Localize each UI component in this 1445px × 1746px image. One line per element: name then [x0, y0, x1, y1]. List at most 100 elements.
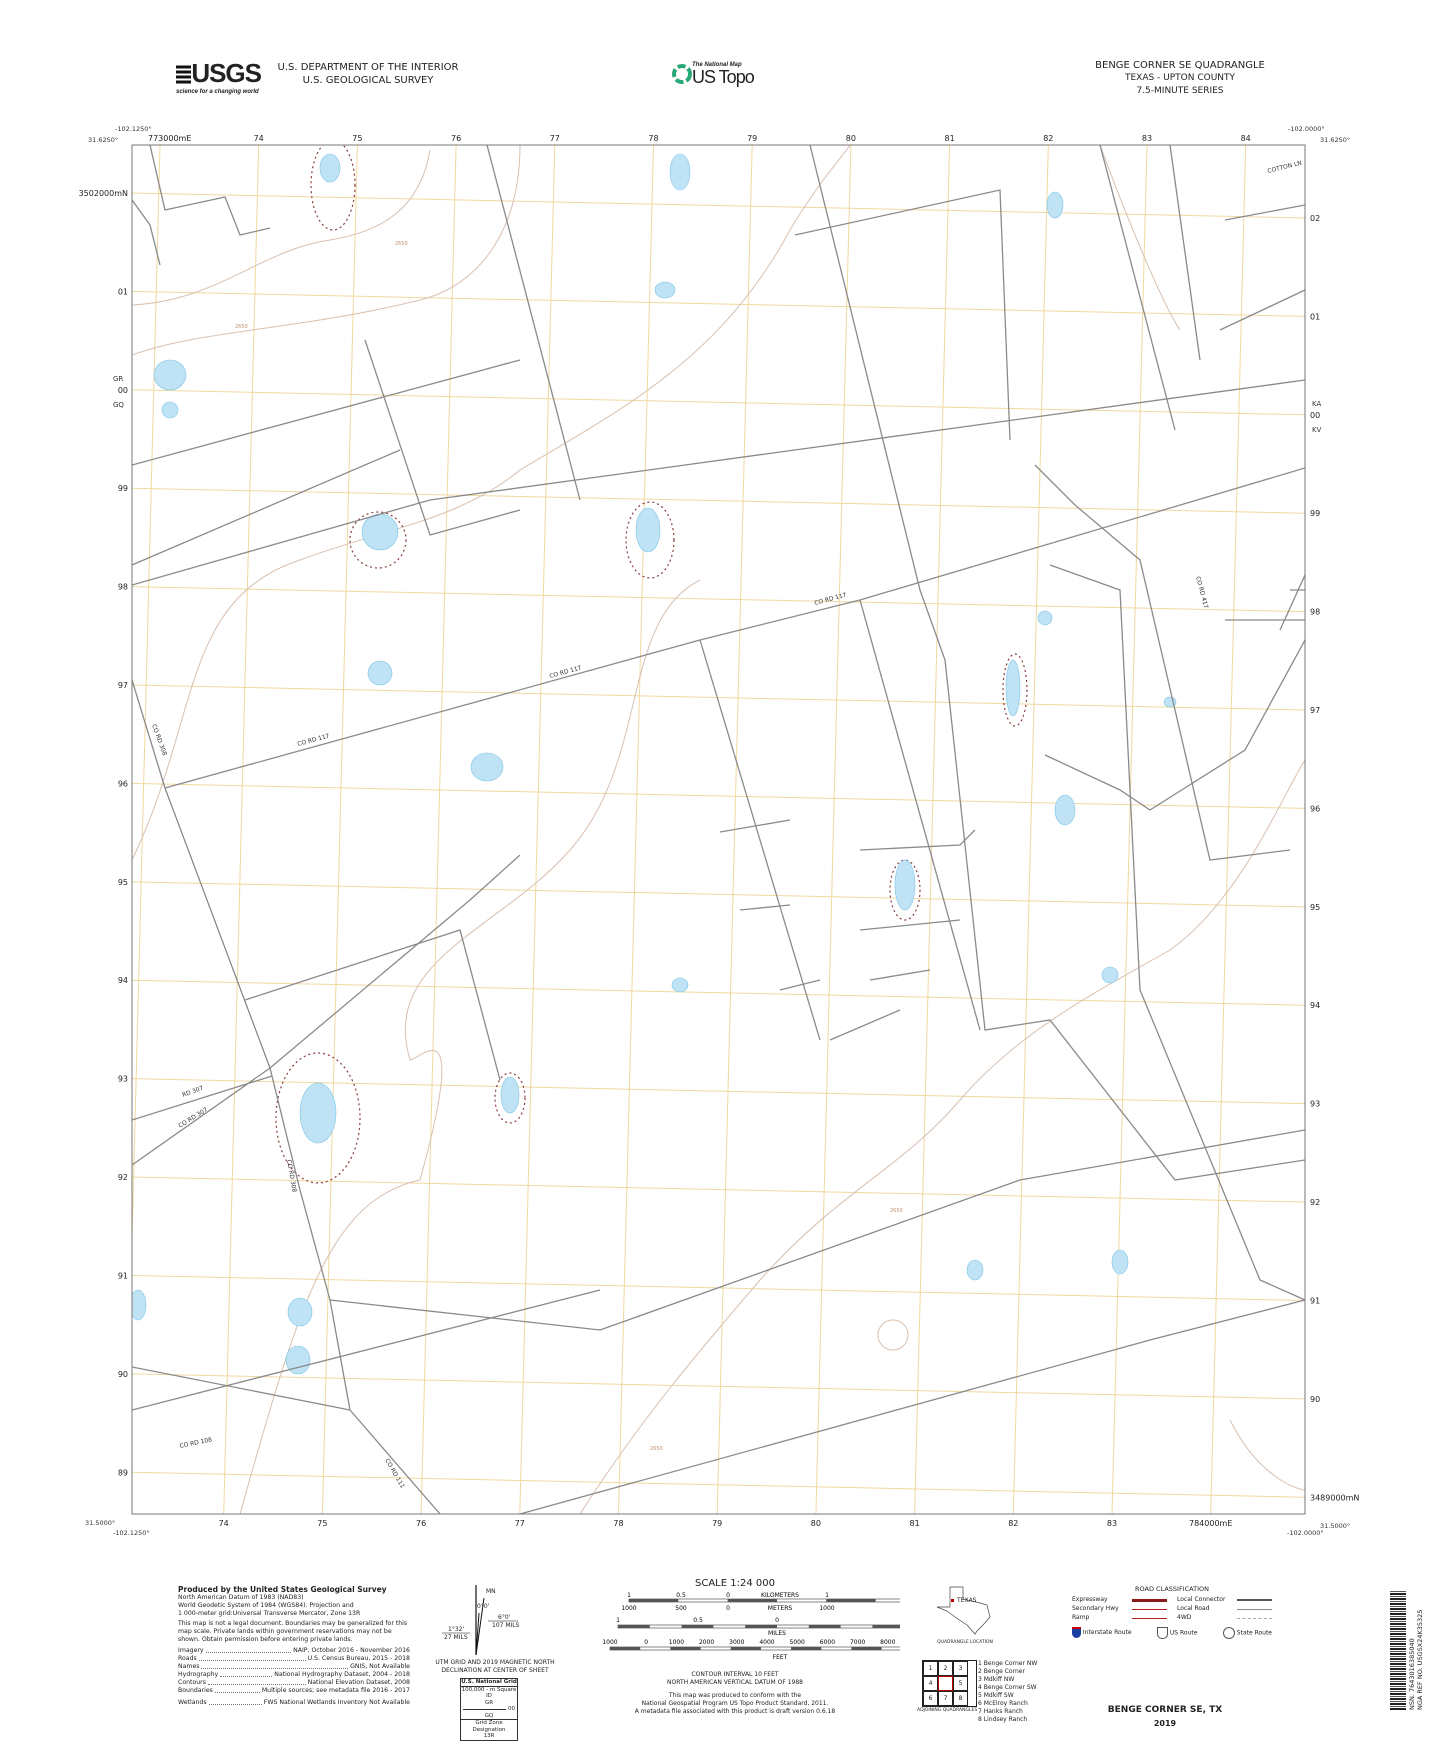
texas-label: TEXAS [957, 1597, 977, 1604]
road-legend-item: Ramp [1072, 1614, 1167, 1622]
road-type-label: Local Connector [1177, 1596, 1226, 1603]
adjoining-name: 1 Benge Corner NW [978, 1660, 1038, 1667]
quadrangle-title: BENGE CORNER SE QUADRANGLE [1095, 60, 1265, 71]
scale-tick: 2000 [699, 1639, 714, 1646]
grid-line-easting [1012, 145, 1049, 1514]
grid-label-right: 02 [1310, 214, 1320, 223]
scale-tick: 0 [644, 1639, 648, 1646]
scale-segment [791, 1647, 822, 1650]
gn-angle: 0°0' [477, 1603, 490, 1610]
label-co-rd-307: CO RD 307 [177, 1106, 209, 1130]
barcode-nga-ref: NGA REF NO. USGSX24K35325 [1416, 1609, 1424, 1710]
state-route-shield: State Route [1222, 1627, 1272, 1639]
scale-tick: 1 [616, 1617, 620, 1624]
grid-line-easting [815, 145, 852, 1514]
road-legend-item: Expressway [1072, 1596, 1167, 1604]
source-row: Names GNIS, Not Available [178, 1663, 410, 1671]
footer-quad-name: BENGE CORNER SE, TX [1107, 1705, 1223, 1715]
road-symbol-line [1237, 1599, 1272, 1601]
scale-tick: 4000 [759, 1639, 774, 1646]
texas-outline-icon [936, 1586, 991, 1635]
grid-label-left: 91 [118, 1271, 128, 1280]
adjoining-cell: 3 [953, 1661, 968, 1676]
grid-label-right: 97 [1310, 706, 1320, 715]
road-symbol-line [1237, 1608, 1272, 1610]
scale-segment [610, 1647, 641, 1650]
road-legend-item: Local Connector [1177, 1596, 1272, 1604]
grid-label-top: 84 [1241, 134, 1251, 143]
grid-line-easting [1210, 145, 1247, 1514]
nw-latitude: 31.6250° [88, 136, 118, 144]
left-mils: 27 MILS [444, 1634, 468, 1641]
depression-contours [275, 145, 1028, 1184]
gzd-label: Grid Zone Designation [461, 1719, 517, 1733]
adjoining-name: 2 Benge Corner [978, 1668, 1025, 1675]
nw-longitude: -102.1250° [115, 125, 152, 133]
grid-label-right: 92 [1310, 1198, 1320, 1207]
source-row: Wetlands FWS National Wetlands Inventory … [178, 1699, 410, 1707]
grid-line-easting [1111, 145, 1148, 1514]
state-route-circle-icon [1222, 1627, 1235, 1639]
datum-line: World Geodetic System of 1984 (WGS84). P… [178, 1602, 354, 1609]
usgs-logo: USGS science for a changing world [176, 58, 262, 95]
usng-bottom: GQ [484, 1712, 494, 1719]
scale-tick: 7000 [850, 1639, 865, 1646]
source-key: Roads [178, 1655, 197, 1662]
ne-latitude: 31.6250° [1320, 136, 1350, 144]
barcode-bars [1390, 1590, 1406, 1710]
scale-bars: 10.5012KILOMETERS1000500010002000METERS1… [602, 1592, 958, 1661]
grid-label-left: 92 [118, 1173, 128, 1182]
source-key: Wetlands [178, 1699, 207, 1706]
disclaimer: This map is not a legal document. Bounda… [178, 1620, 408, 1643]
grid-label-bottom: 77 [515, 1519, 525, 1528]
conform-note: National Geospatial Program US Topo Prod… [641, 1700, 829, 1707]
road-symbol-line [1132, 1608, 1167, 1610]
usng-sub: 100,000 - m Square ID [461, 1686, 517, 1700]
usng-title: U.S. National Grid [461, 1679, 517, 1687]
scale-segment [618, 1625, 650, 1628]
grid-label-left: 95 [118, 878, 128, 887]
road-legend: ROAD CLASSIFICATION Expressway Local Conn… [1072, 1585, 1272, 1639]
usng-mid: 00 [508, 1706, 515, 1712]
road-type-label: Local Road [1177, 1605, 1210, 1612]
grid-label-top: 77 [550, 134, 560, 143]
source-value: U.S. Census Bureau, 2015 - 2018 [307, 1655, 410, 1662]
grid-label-right: 99 [1310, 509, 1320, 518]
zone-gr: GR [113, 375, 123, 383]
contour-label: 2650 [890, 1208, 903, 1214]
credits-block: Produced by the United States Geological… [178, 1586, 410, 1707]
road-legend-title: ROAD CLASSIFICATION [1135, 1585, 1209, 1593]
scale-segment [730, 1647, 761, 1650]
interstate-label: Interstate Route [1082, 1629, 1132, 1636]
adjoining-name: 8 Lindsey Ranch [978, 1716, 1028, 1723]
corner-coordinates: -102.1250° 31.6250° -102.0000° 31.6250° … [85, 125, 1350, 1537]
adjoining-name: 3 Mdkiff NW [978, 1676, 1015, 1683]
source-row: Roads U.S. Census Bureau, 2015 - 2018 [178, 1655, 410, 1663]
source-key: Hydrography [178, 1671, 219, 1678]
vertical-datum: NORTH AMERICAN VERTICAL DATUM OF 1988 [667, 1679, 803, 1686]
source-value: FWS National Wetlands Inventory Not Avai… [263, 1699, 410, 1706]
grid-label-top: 773000mE [148, 134, 191, 143]
grid-label-right: 00 [1310, 411, 1320, 420]
us-route-shield: US Route [1156, 1627, 1197, 1639]
grid-line-northing [132, 1078, 1305, 1105]
sw-longitude: -102.1250° [113, 1529, 150, 1537]
label-rd-307: RD 307 [181, 1085, 204, 1099]
source-row: Contours National Elevation Dataset, 2008 [178, 1679, 410, 1687]
datum-line: North American Datum of 1983 (NAD83) [178, 1594, 304, 1601]
grid-line-easting [420, 145, 457, 1514]
grid-zone-labels: GR GQ KA KV [113, 375, 1322, 434]
declination-caption: UTM GRID AND 2019 MAGNETIC NORTH [435, 1659, 555, 1666]
grid-label-top: 74 [254, 134, 264, 143]
right-angle: 6°0' [498, 1614, 511, 1621]
road-legend-item: Local Road [1177, 1605, 1272, 1613]
grid-label-left: 98 [118, 583, 128, 592]
grid-label-right: 01 [1310, 312, 1320, 321]
map-series: 7.5-MINUTE SERIES [1136, 86, 1224, 96]
sw-latitude: 31.5000° [85, 1519, 115, 1527]
us-topo-label: US Topo [692, 67, 755, 87]
contour-label: 2650 [235, 324, 248, 330]
source-value: Multiple sources; see metadata file 2016… [261, 1687, 410, 1694]
grid-label-bottom: 74 [219, 1519, 229, 1528]
